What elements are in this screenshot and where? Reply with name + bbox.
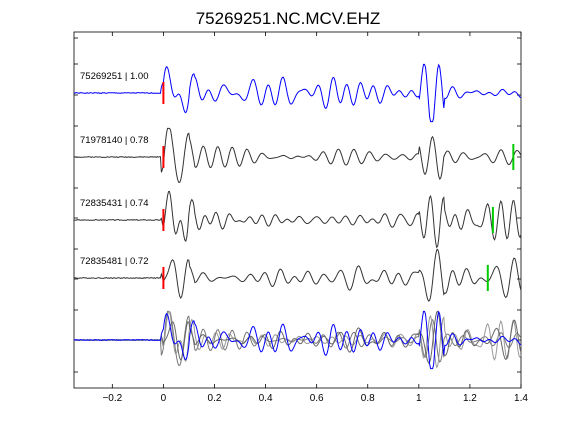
trace-label-2: 71978140 | 0.78 [80, 135, 149, 146]
trace-labels: 75269251 | 1.00 71978140 | 0.78 72835431 |… [80, 71, 149, 267]
trace-line-4 [74, 248, 522, 302]
x-tick-label: 0.6 [310, 393, 324, 404]
x-tick-label: 1.2 [463, 393, 477, 404]
axis-ticks: −0.2 0 0.2 0.4 0.6 0.8 1 1.2 1.4 [74, 32, 528, 404]
x-tick-label: 1.4 [514, 393, 528, 404]
phase-picks [162, 82, 515, 291]
trace-label-4: 72835481 | 0.72 [80, 256, 149, 267]
x-tick-label: 1 [416, 393, 422, 404]
trace-line-2 [73, 127, 522, 183]
trace-label-3: 72835431 | 0.74 [80, 198, 149, 209]
stack-trace-4 [73, 310, 522, 370]
x-tick-label: −0.2 [102, 393, 122, 404]
x-tick-label: 0 [161, 393, 167, 404]
trace-line-3 [73, 190, 522, 249]
axes-frame [73, 31, 522, 389]
x-tick-label: 0.4 [259, 393, 273, 404]
trace-line-1 [73, 63, 522, 123]
chart-title: 75269251.NC.MCV.EHZ [196, 9, 381, 28]
x-tick-label: 0.8 [361, 393, 375, 404]
trace-label-1: 75269251 | 1.00 [80, 71, 149, 82]
trace-group [73, 63, 522, 370]
x-tick-label: 0.2 [208, 393, 222, 404]
